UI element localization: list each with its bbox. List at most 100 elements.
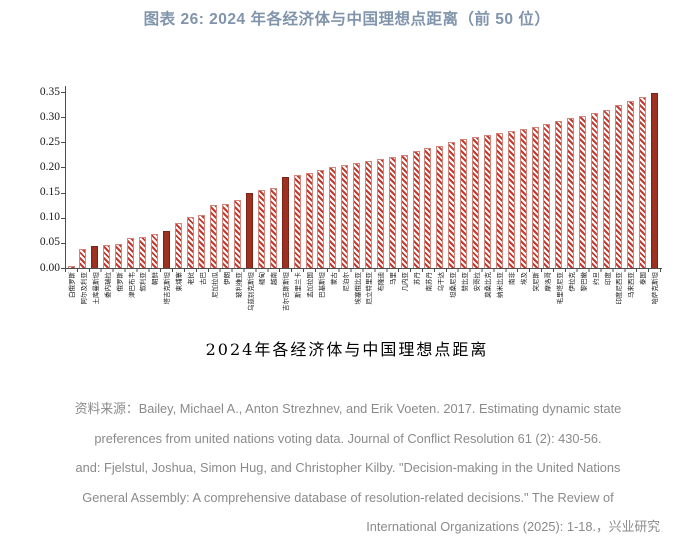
- x-tick-label: 马来西亚: [627, 272, 636, 298]
- y-tick-label: 0.00: [39, 261, 60, 274]
- x-tick-label: 黎巴嫩: [579, 272, 588, 292]
- bar: [638, 97, 646, 268]
- x-tick-label: 塔吉克斯坦: [163, 272, 172, 305]
- x-tick-label: 摩洛哥: [543, 272, 552, 292]
- y-tick-mark: [61, 167, 65, 169]
- x-tick-label: 俄罗斯: [115, 272, 124, 292]
- bar: [543, 124, 551, 268]
- bar: [186, 217, 194, 268]
- bar: [281, 177, 289, 268]
- x-label-row: 白俄罗斯 阿尔及利亚 土库曼斯坦 委内瑞拉 俄罗斯 津巴布韦 叙利亚 朝鲜 塔吉克斯坦 柬埔寨 老挝…: [65, 272, 661, 342]
- x-tick-label: 委内瑞拉: [103, 272, 112, 298]
- y-tick-mark: [61, 117, 65, 119]
- x-tick-label: 柬埔寨: [175, 272, 183, 292]
- bar: [591, 112, 599, 268]
- bar: [305, 172, 313, 268]
- x-tick-label: 埃塞俄比亚: [353, 272, 362, 305]
- bar: [579, 115, 587, 268]
- source-line: General Assembly: A comprehensive databa…: [82, 489, 614, 505]
- y-tick-label: 0.25: [39, 135, 60, 148]
- bar: [555, 121, 563, 268]
- bar: [519, 129, 527, 268]
- source-line: and: Fjelstul, Joshua, Simon Hug, and Ch…: [75, 460, 621, 475]
- bar: [603, 110, 610, 268]
- source-line: preferences from united nations voting d…: [94, 430, 602, 446]
- x-tick-label: 突尼斯: [532, 272, 541, 292]
- bar: [150, 234, 158, 268]
- bar: [115, 243, 123, 268]
- bar-chart: 0.00 0.05 0.10 0.15 0.20 0.25 0.30 0.35 白俄罗斯 阿尔及…: [0, 80, 694, 370]
- bar: [436, 145, 444, 268]
- x-axis-line: [65, 268, 662, 269]
- x-tick-label: 印度: [603, 272, 612, 285]
- bar: [448, 142, 456, 268]
- source-note: 资料来源：Bailey, Michael A., Anton Strezhnev…: [22, 394, 674, 542]
- bar: [495, 132, 503, 268]
- bar: [412, 151, 420, 268]
- bar: [234, 200, 242, 268]
- bar: [483, 134, 491, 268]
- x-tick-label: 乌兹别克斯坦: [246, 272, 255, 311]
- y-tick-label: 0.30: [39, 110, 60, 123]
- x-tick-label: 几内亚: [401, 272, 410, 292]
- x-tick-label: 缅甸: [258, 272, 267, 285]
- x-tick-label: 厄立特里亚: [365, 272, 374, 305]
- page-title: 图表 26: 2024 年各经济体与中国理想点距离（前 50 位）: [143, 11, 551, 28]
- bar: [257, 190, 265, 268]
- source-line: International Organizations (2025): 1-18…: [366, 519, 660, 534]
- bar: [650, 92, 658, 268]
- x-tick-label: 约旦: [591, 272, 600, 285]
- source-line: 资料来源：Bailey, Michael A., Anton Strezhnev…: [74, 401, 622, 416]
- plot-area: [65, 92, 661, 268]
- y-tick-mark: [61, 242, 65, 244]
- bar: [424, 148, 432, 268]
- x-tick-label: 叙利亚: [139, 272, 148, 292]
- x-tick-label: 布隆迪: [377, 272, 386, 292]
- bar: [364, 161, 372, 268]
- bar: [67, 266, 75, 268]
- bar: [246, 192, 253, 268]
- x-tick-label: 泰国: [639, 272, 648, 285]
- bar: [626, 100, 634, 268]
- bar: [103, 245, 111, 268]
- y-tick-label: 0.15: [39, 186, 60, 199]
- x-tick-label: 苏丹: [413, 272, 422, 285]
- bar: [531, 127, 539, 268]
- x-tick-label: 毛里塔尼亚: [555, 272, 564, 305]
- bar: [222, 203, 230, 268]
- bar: [567, 118, 575, 268]
- x-axis-ticks: [65, 269, 661, 272]
- x-tick-label: 埃及: [520, 272, 529, 285]
- y-axis-line: [65, 86, 66, 269]
- bar: [329, 167, 337, 268]
- y-tick-mark: [61, 192, 65, 194]
- x-tick-label: 伊拉克: [567, 272, 576, 292]
- bar: [353, 163, 361, 268]
- x-tick-label: 白俄罗斯: [68, 272, 76, 298]
- y-tick-mark: [61, 92, 65, 93]
- x-tick-label: 老挝: [187, 272, 195, 285]
- bar: [460, 139, 468, 268]
- bar: [341, 165, 349, 268]
- x-axis-title: 2024年各经济体与中国理想点距离: [205, 340, 489, 359]
- y-tick-label: 0.20: [39, 160, 60, 173]
- bar: [317, 169, 325, 268]
- bar: [174, 222, 182, 268]
- x-tick-label: 尼加拉瓜: [210, 272, 219, 298]
- bar: [138, 237, 146, 268]
- y-tick-label: 0.05: [39, 236, 60, 249]
- bar: [507, 131, 515, 268]
- x-tick-label: 印度尼西亚: [615, 272, 624, 305]
- x-tick-label: 坦桑尼亚: [448, 272, 457, 298]
- y-tick-label: 0.35: [39, 85, 60, 98]
- x-tick-label: 孟加拉国: [306, 272, 314, 298]
- x-tick-label: 乌干达: [436, 272, 445, 292]
- bar: [79, 249, 87, 268]
- x-tick-label: 尼泊尔: [341, 272, 350, 292]
- x-tick-label: 巴基斯坦: [317, 272, 326, 298]
- x-tick-label: 古巴: [198, 272, 207, 285]
- x-tick-label: 蒙古: [329, 272, 338, 285]
- bar: [472, 136, 480, 268]
- x-tick-label: 越南: [270, 272, 279, 285]
- bar: [198, 214, 206, 268]
